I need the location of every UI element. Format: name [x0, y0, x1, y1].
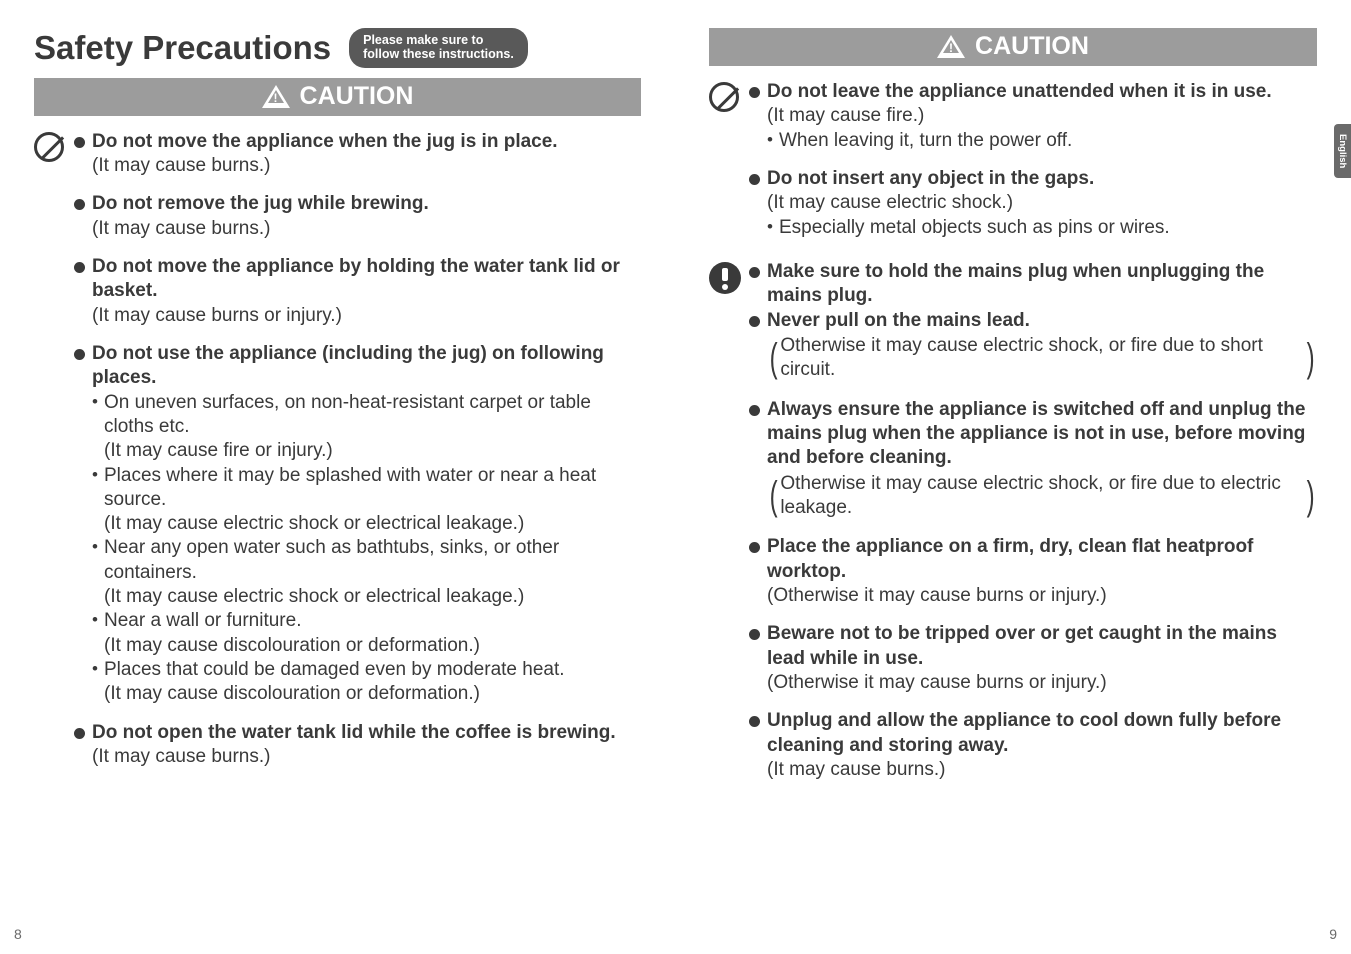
item-subtext: (It may cause burns.)	[749, 758, 1317, 782]
paren-text: Otherwise it may cause electric shock, o…	[780, 471, 1303, 522]
item-subtext: (Otherwise it may cause burns or injury.…	[749, 584, 1317, 608]
item-note: (It may cause electric shock or electric…	[74, 585, 641, 609]
item-heading: Do not open the water tank lid while the…	[74, 721, 641, 745]
item-subtext: (It may cause burns.)	[74, 217, 641, 241]
item-bullet: Places where it may be splashed with wat…	[74, 464, 641, 513]
pill-line-1: Please make sure to	[363, 33, 483, 47]
item-heading: Always ensure the appliance is switched …	[749, 398, 1317, 471]
caution-bar-right: ! CAUTION	[709, 28, 1317, 66]
page-number-left: 8	[14, 926, 22, 942]
safety-item: Do not move the appliance when the jug i…	[74, 130, 641, 179]
item-subtext: (It may cause electric shock.)	[749, 191, 1317, 215]
safety-item: Unplug and allow the appliance to cool d…	[749, 709, 1317, 782]
paren-open-icon: (	[770, 476, 778, 516]
item-subtext: (It may cause burns.)	[74, 154, 641, 178]
left-body: Do not move the appliance when the jug i…	[34, 130, 641, 784]
paren-note: ( Otherwise it may cause electric shock,…	[749, 471, 1317, 522]
item-subtext: (Otherwise it may cause burns or injury.…	[749, 671, 1317, 695]
item-heading: Do not leave the appliance unattended wh…	[749, 80, 1317, 104]
paren-note: ( Otherwise it may cause electric shock,…	[749, 333, 1317, 384]
left-page: Safety Precautions Please make sure to f…	[0, 0, 675, 930]
safety-item: Make sure to hold the mains plug when un…	[749, 260, 1317, 384]
item-bullet: Especially metal objects such as pins or…	[749, 216, 1317, 240]
item-heading: Unplug and allow the appliance to cool d…	[749, 709, 1317, 758]
paren-close-icon: )	[1306, 476, 1314, 516]
item-heading: Make sure to hold the mains plug when un…	[749, 260, 1317, 309]
item-heading: Beware not to be tripped over or get cau…	[749, 622, 1317, 671]
icon-column	[709, 80, 749, 254]
item-heading-2: .	[749, 309, 1317, 333]
caution-label: CAUTION	[300, 82, 414, 111]
right-group-mandatory: Make sure to hold the mains plug when un…	[709, 260, 1317, 796]
item-heading: Place the appliance on a firm, dry, clea…	[749, 535, 1317, 584]
language-tab: English	[1334, 124, 1351, 178]
safety-item: Do not use the appliance (including the …	[74, 342, 641, 707]
safety-item: Beware not to be tripped over or get cau…	[749, 622, 1317, 695]
main-title: Safety Precautions	[34, 29, 331, 67]
item-subtext: (It may cause fire.)	[749, 104, 1317, 128]
item-note: (It may cause discolouration or deformat…	[74, 634, 641, 658]
item-bullet: On uneven surfaces, on non-heat-resistan…	[74, 391, 641, 440]
warning-triangle-icon: !	[262, 85, 290, 108]
item-bullet: Near any open water such as bathtubs, si…	[74, 536, 641, 585]
item-note: (It may cause discolouration or deformat…	[74, 682, 641, 706]
safety-item: Always ensure the appliance is switched …	[749, 398, 1317, 522]
safety-item: Do not insert any object in the gaps. (I…	[749, 167, 1317, 240]
caution-label: CAUTION	[975, 32, 1089, 61]
item-subtext: (It may cause burns or injury.)	[74, 304, 641, 328]
paren-close-icon: )	[1306, 338, 1314, 378]
title-row: Safety Precautions Please make sure to f…	[34, 28, 641, 68]
item-bullet: When leaving it, turn the power off.	[749, 129, 1317, 153]
icon-column-left	[34, 130, 74, 784]
page-number-right: 9	[1329, 926, 1337, 942]
item-heading: Do not move the appliance when the jug i…	[74, 130, 641, 154]
prohibit-icon	[709, 82, 739, 112]
item-note: (It may cause electric shock or electric…	[74, 512, 641, 536]
mandatory-icon	[709, 262, 741, 294]
item-bullet: Places that could be damaged even by mod…	[74, 658, 641, 682]
item-heading: Do not move the appliance by holding the…	[74, 255, 641, 304]
item-bullet: Near a wall or furniture.	[74, 609, 641, 633]
icon-column	[709, 260, 749, 796]
instruction-pill: Please make sure to follow these instruc…	[349, 28, 528, 68]
text-column: Do not leave the appliance unattended wh…	[749, 80, 1317, 254]
warning-triangle-icon: !	[937, 35, 965, 58]
item-heading: Do not use the appliance (including the …	[74, 342, 641, 391]
safety-item: Do not move the appliance by holding the…	[74, 255, 641, 328]
pill-line-2: follow these instructions.	[363, 47, 514, 61]
paren-text: Otherwise it may cause electric shock, o…	[780, 333, 1303, 384]
safety-item: Place the appliance on a firm, dry, clea…	[749, 535, 1317, 608]
right-group-prohibit: Do not leave the appliance unattended wh…	[709, 80, 1317, 254]
caution-bar-left: ! CAUTION	[34, 78, 641, 116]
item-note: (It may cause fire or injury.)	[74, 439, 641, 463]
text-column: Make sure to hold the mains plug when un…	[749, 260, 1317, 796]
safety-item: Do not open the water tank lid while the…	[74, 721, 641, 770]
item-heading: Do not remove the jug while brewing.	[74, 192, 641, 216]
item-heading: Do not insert any object in the gaps.	[749, 167, 1317, 191]
safety-item: Do not leave the appliance unattended wh…	[749, 80, 1317, 153]
paren-open-icon: (	[770, 338, 778, 378]
safety-item: Do not remove the jug while brewing. (It…	[74, 192, 641, 241]
item-subtext: (It may cause burns.)	[74, 745, 641, 769]
prohibit-icon	[34, 132, 64, 162]
text-column-left: Do not move the appliance when the jug i…	[74, 130, 641, 784]
right-page: ! CAUTION Do not leave the appliance una…	[675, 0, 1351, 930]
